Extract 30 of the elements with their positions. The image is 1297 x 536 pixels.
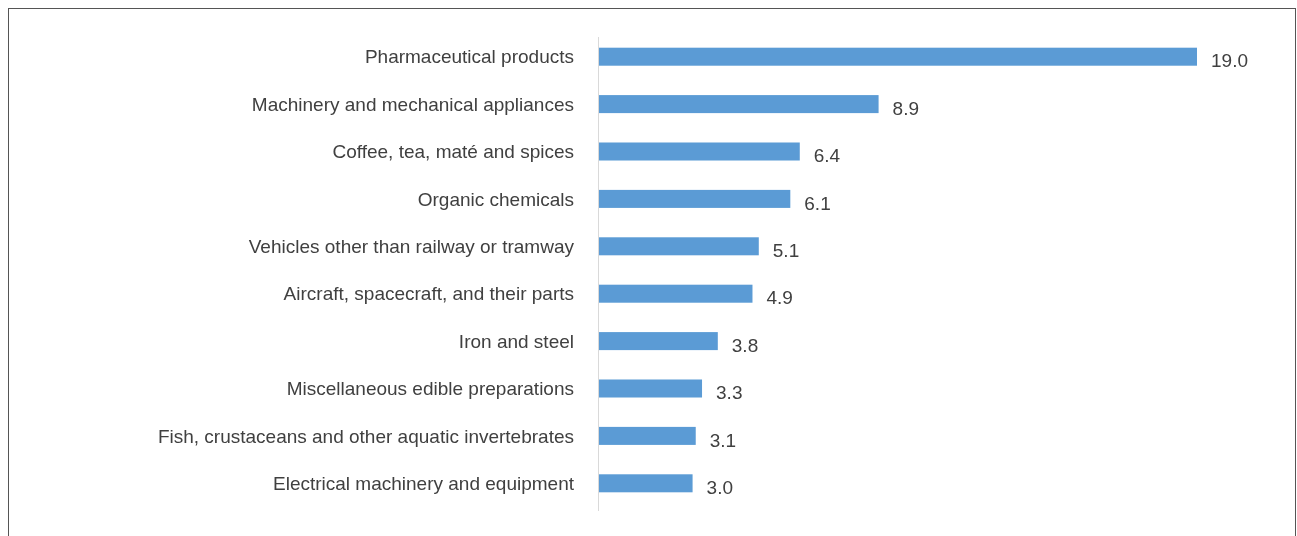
bar: [598, 95, 879, 114]
y-tick-label: Pharmaceutical products: [364, 46, 574, 68]
y-tick-label: Miscellaneous edible preparations: [286, 378, 574, 400]
y-tick-label: Fish, crustaceans and other aquatic invertebrates: [157, 425, 574, 447]
bar: [598, 474, 693, 493]
bar: [598, 284, 753, 303]
data-label: 3.0: [706, 476, 733, 498]
data-label: 6.1: [804, 192, 831, 214]
data-label: 8.9: [892, 97, 920, 119]
bar: [598, 332, 718, 351]
y-tick-label: Organic chemicals: [417, 188, 574, 210]
data-label: 19.0: [1211, 50, 1248, 72]
bar: [598, 237, 759, 256]
data-label: 4.9: [766, 287, 793, 309]
y-tick-label: Coffee, tea, maté and spices: [332, 141, 574, 163]
y-tick-label: Iron and steel: [458, 330, 574, 352]
y-tick-label: Machinery and mechanical appliances: [251, 93, 574, 115]
bar: [598, 189, 791, 208]
y-tick-label: Electrical machinery and equipment: [273, 472, 575, 494]
data-label: 3.8: [731, 334, 759, 356]
y-tick-label: Aircraft, spacecraft, and their parts: [283, 283, 574, 305]
y-tick-label: Vehicles other than railway or tramway: [248, 235, 575, 257]
data-label: 3.3: [716, 382, 743, 404]
bar: [598, 379, 703, 398]
data-label: 3.1: [709, 429, 737, 451]
bar: [598, 47, 1197, 66]
data-label: 6.4: [813, 145, 841, 167]
bar: [598, 426, 696, 445]
bar: [598, 142, 800, 161]
data-label: 5.1: [772, 239, 800, 261]
